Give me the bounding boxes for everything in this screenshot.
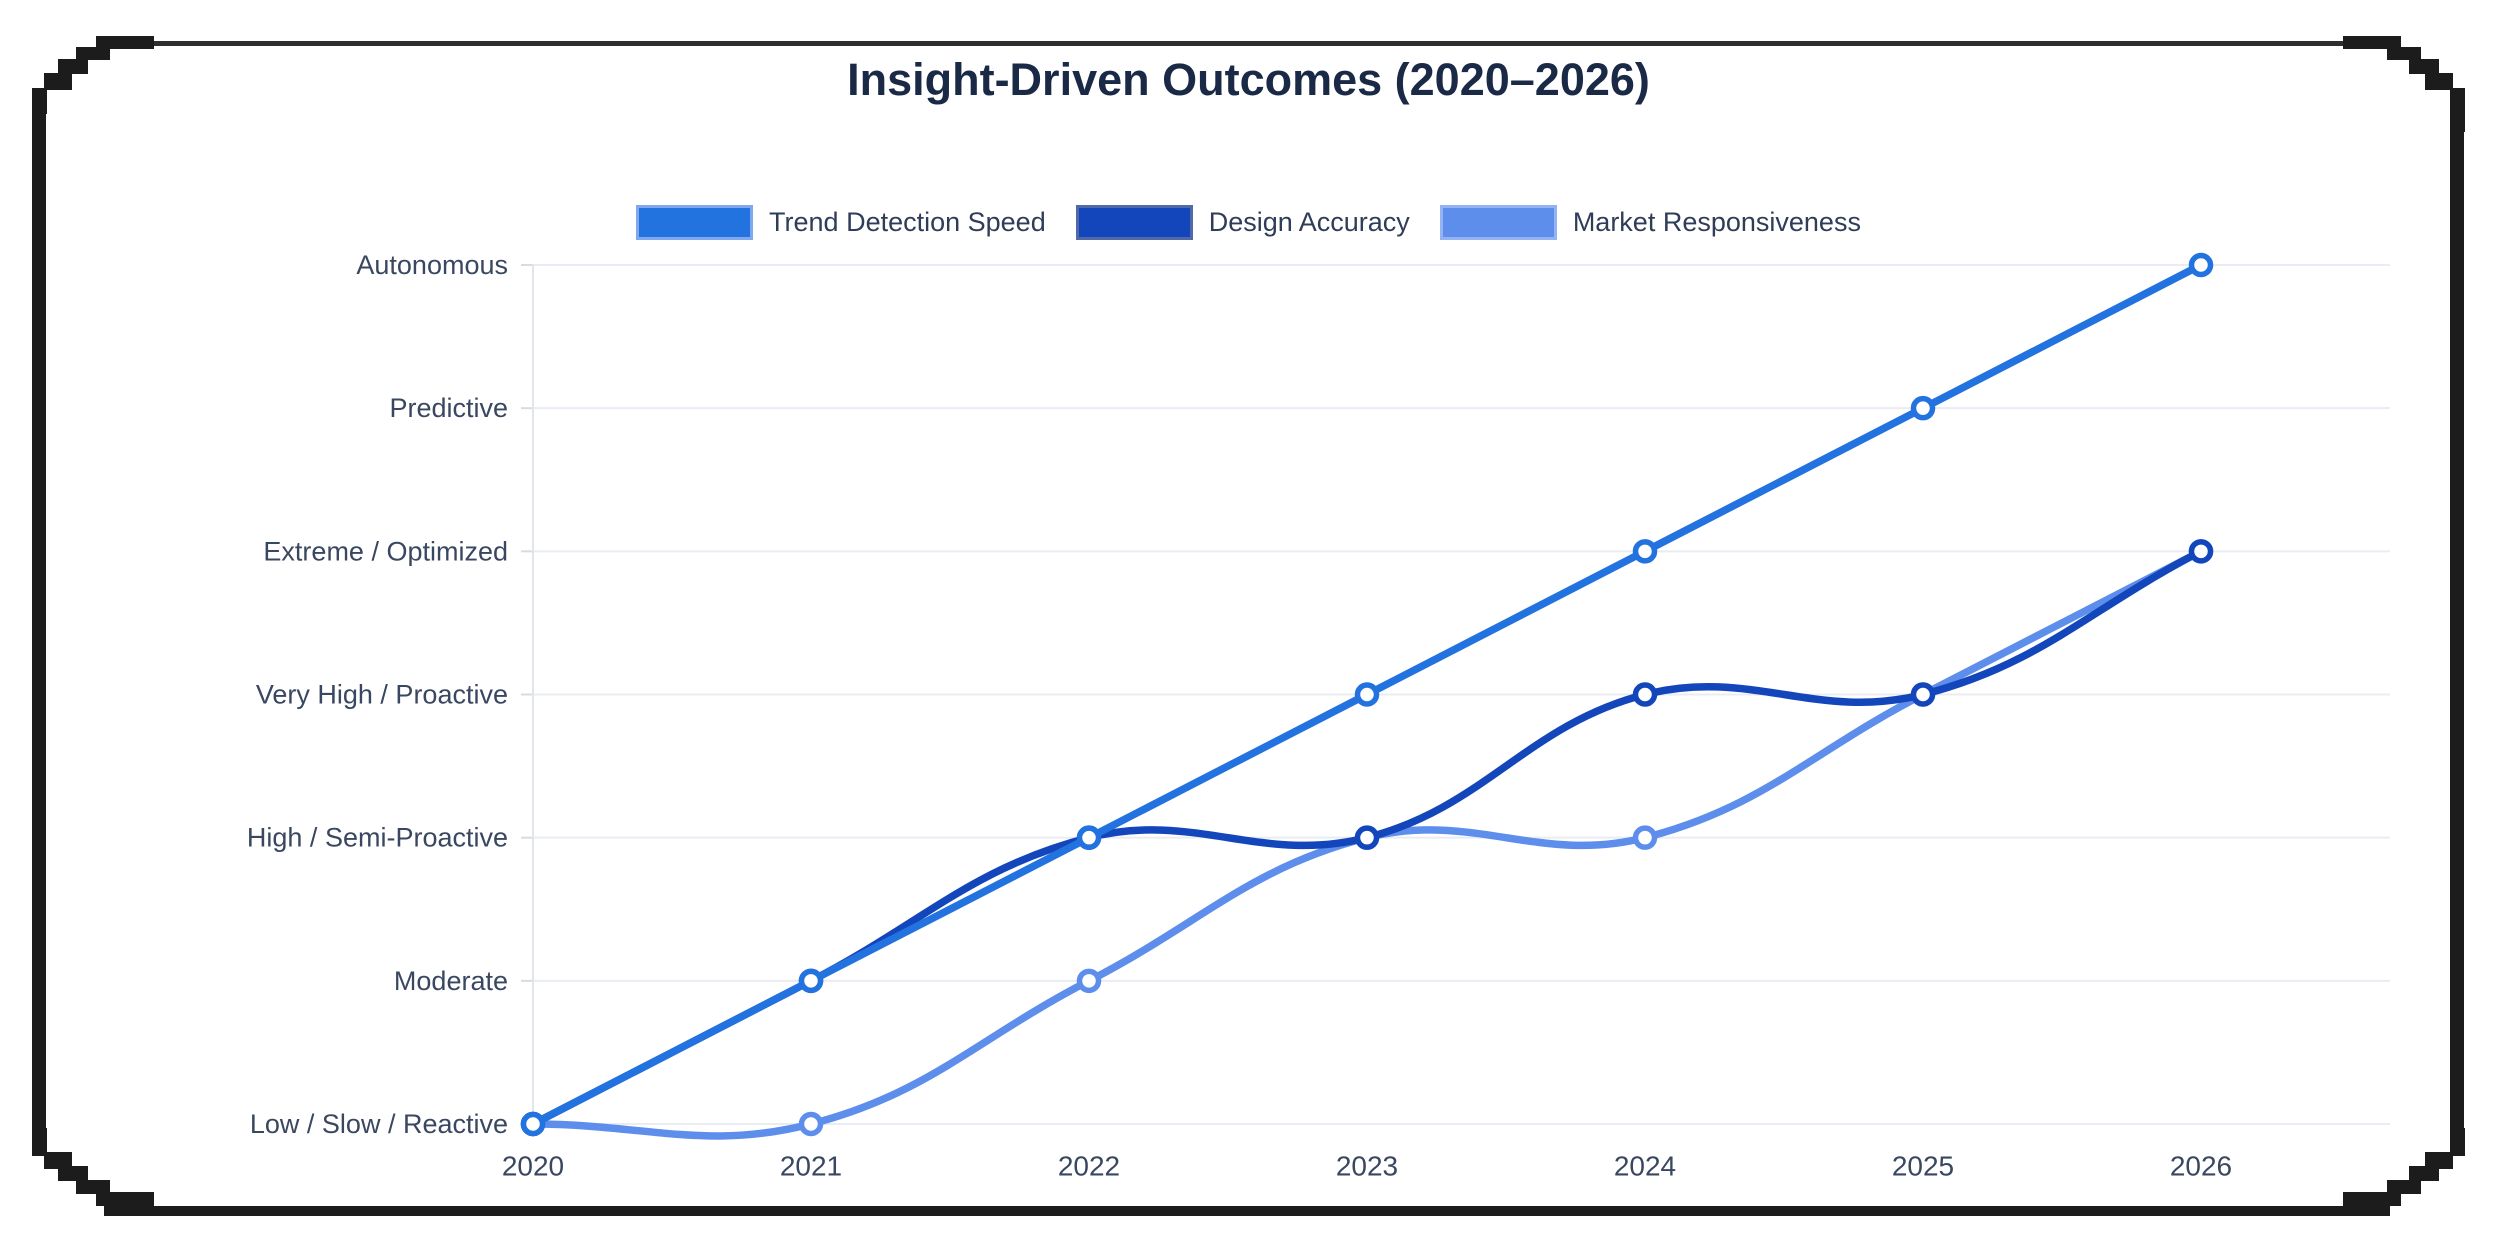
x-axis-label: 2023 xyxy=(1336,1151,1398,1182)
border-segment xyxy=(2450,88,2465,132)
border-segment xyxy=(76,1180,110,1194)
legend-item-design-accuracy[interactable]: Design Accuracy xyxy=(1075,205,1410,240)
border-segment xyxy=(44,73,72,90)
data-point xyxy=(798,1111,824,1137)
legend-swatch-design-accuracy xyxy=(1075,205,1193,240)
x-axis-label: 2024 xyxy=(1614,1151,1676,1182)
y-axis-label: Predictive xyxy=(389,393,508,423)
data-point xyxy=(520,1111,546,1137)
series-points-trend-detection-speed xyxy=(520,252,2214,1137)
border-segment xyxy=(2343,1192,2401,1206)
border-segment xyxy=(58,1166,88,1181)
border-segment xyxy=(104,1206,2390,1216)
legend-label: Design Accuracy xyxy=(1208,207,1410,237)
border-segment xyxy=(32,112,46,1140)
legend: Trend Detection Speed Design Accuracy Ma… xyxy=(0,205,2497,240)
data-point xyxy=(1354,682,1380,707)
y-axis-label: Moderate xyxy=(394,966,508,996)
legend-label: Market Responsiveness xyxy=(1572,207,1861,237)
border-segment xyxy=(2343,36,2401,49)
y-axis-label: Low / Slow / Reactive xyxy=(250,1109,508,1139)
border-segment xyxy=(2387,1180,2421,1194)
border-segment xyxy=(2409,1166,2439,1181)
legend-item-market-responsiveness[interactable]: Market Responsiveness xyxy=(1439,205,1861,240)
y-axis-label: High / Semi-Proactive xyxy=(247,823,508,853)
y-axis-label: Very High / Proactive xyxy=(256,680,508,710)
border-segment xyxy=(96,36,154,49)
x-axis-label: 2021 xyxy=(780,1151,842,1182)
border-segment xyxy=(32,88,47,114)
border-segment xyxy=(2425,73,2453,90)
legend-swatch-trend-detection-speed xyxy=(636,205,754,240)
data-point xyxy=(1632,682,1658,707)
border-segment xyxy=(2450,130,2464,1140)
border-segment xyxy=(32,1128,47,1156)
border-segment xyxy=(58,59,88,74)
x-axis-label: 2020 xyxy=(502,1151,564,1182)
border-segment xyxy=(2387,47,2421,60)
data-point xyxy=(1910,395,1936,421)
data-point xyxy=(798,968,824,994)
border-segment xyxy=(76,47,110,60)
x-axis-label: 2026 xyxy=(2170,1151,2232,1182)
x-axis-label: 2025 xyxy=(1892,1151,1954,1182)
data-point xyxy=(1076,968,1102,994)
border-segment xyxy=(154,41,2344,46)
data-point xyxy=(2188,539,2214,564)
data-point xyxy=(1354,825,1380,850)
data-point xyxy=(1910,682,1936,707)
legend-label: Trend Detection Speed xyxy=(769,207,1046,237)
data-point xyxy=(1632,539,1658,564)
border-segment xyxy=(44,1152,72,1169)
y-axis-label: Extreme / Optimized xyxy=(263,536,508,566)
legend-swatch-market-responsiveness xyxy=(1439,205,1557,240)
data-point xyxy=(1632,825,1658,850)
border-segment xyxy=(96,1192,154,1206)
legend-item-trend-detection-speed[interactable]: Trend Detection Speed xyxy=(636,205,1046,240)
data-point xyxy=(2188,252,2214,278)
chart-title: Insight-Driven Outcomes (2020–2026) xyxy=(847,54,1650,105)
border-segment xyxy=(2450,1128,2465,1156)
x-axis-label: 2022 xyxy=(1058,1151,1120,1182)
border-segment xyxy=(2425,1152,2453,1169)
y-axis-label: Autonomous xyxy=(356,250,508,280)
data-point xyxy=(1076,825,1102,850)
border-segment xyxy=(2409,59,2439,74)
